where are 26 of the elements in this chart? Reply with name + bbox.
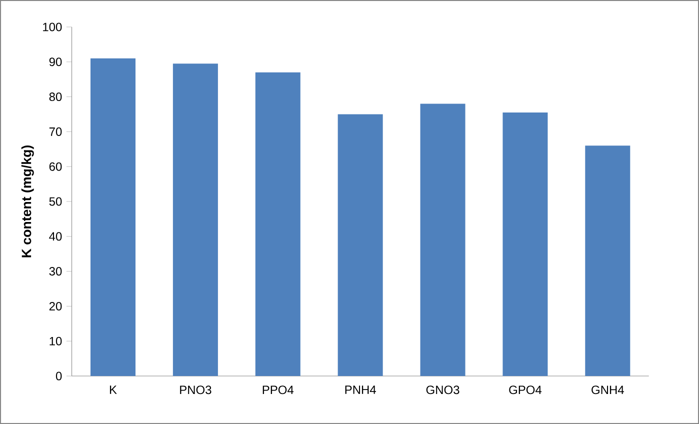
y-tick-label: 50	[49, 197, 62, 206]
y-tick-label: 80	[49, 92, 62, 102]
bar	[90, 58, 136, 376]
bar	[420, 104, 466, 376]
x-tick-label: GNH4	[592, 386, 624, 394]
y-tick-label: 0	[56, 372, 62, 380]
bar	[172, 64, 218, 376]
y-tick-label: 60	[49, 162, 62, 171]
bar	[585, 146, 630, 376]
y-tick-label: 10	[50, 336, 62, 346]
bar	[255, 72, 300, 376]
bar	[502, 112, 548, 376]
x-tick-label: PPO4	[262, 386, 294, 394]
y-tick-label: 100	[43, 22, 62, 32]
y-tick-label: 40	[49, 232, 62, 241]
x-tick-label: PNO3	[180, 386, 212, 394]
x-tick-label: GPO4	[509, 386, 542, 394]
y-axis-title: K content (mg/kg)	[21, 145, 34, 258]
y-tick-label: 70	[49, 127, 62, 136]
bar	[338, 114, 383, 376]
x-tick-label: GNO3	[426, 386, 460, 394]
x-tick-label: PNH4	[345, 386, 376, 394]
x-tick-label: K	[110, 386, 117, 394]
y-tick-label: 90	[49, 58, 62, 66]
y-tick-label: 20	[49, 302, 62, 310]
y-tick-label: 30	[49, 267, 62, 276]
